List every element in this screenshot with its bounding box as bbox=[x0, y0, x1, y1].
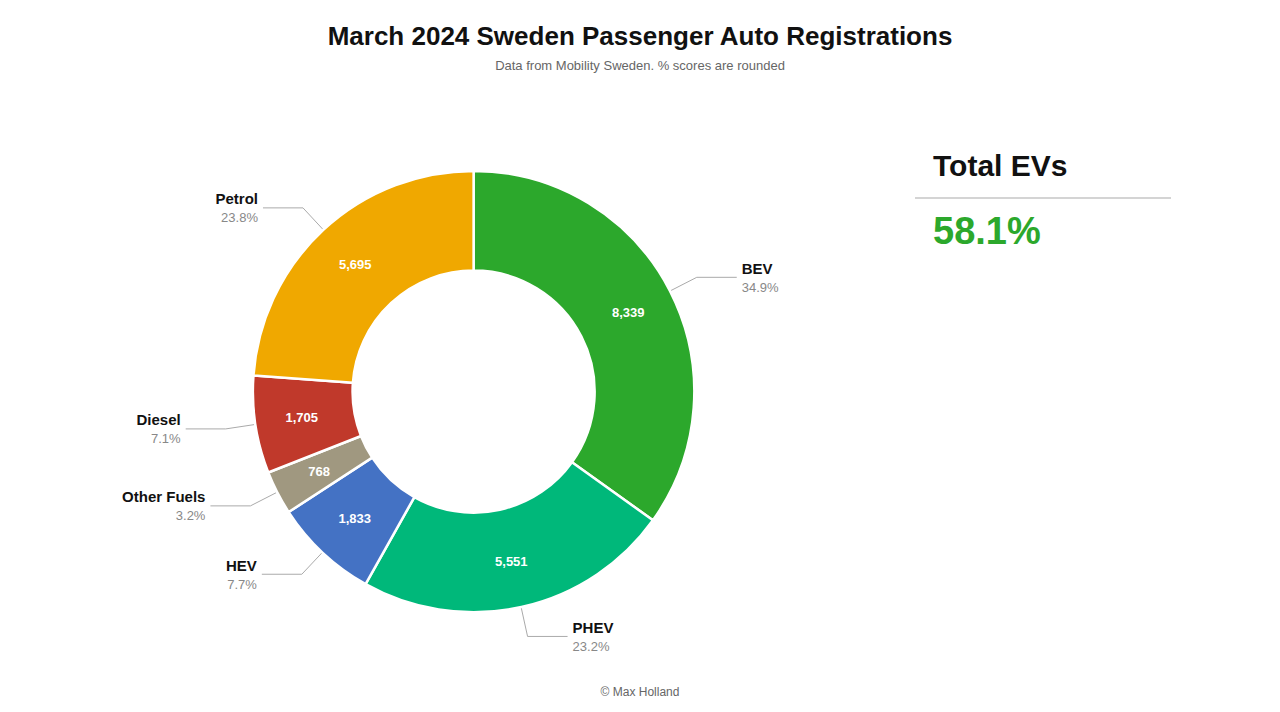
svg-text:Diesel: Diesel bbox=[136, 411, 180, 428]
svg-text:3.2%: 3.2% bbox=[176, 508, 206, 523]
svg-text:HEV: HEV bbox=[226, 557, 257, 574]
svg-text:7.1%: 7.1% bbox=[151, 431, 181, 446]
svg-text:58.1%: 58.1% bbox=[933, 210, 1041, 252]
svg-text:PHEV: PHEV bbox=[573, 619, 614, 636]
svg-text:34.9%: 34.9% bbox=[742, 280, 779, 295]
svg-text:5,695: 5,695 bbox=[339, 257, 372, 272]
svg-text:8,339: 8,339 bbox=[612, 305, 645, 320]
svg-text:7.7%: 7.7% bbox=[227, 577, 257, 592]
svg-text:23.8%: 23.8% bbox=[221, 210, 258, 225]
svg-text:© Max Holland: © Max Holland bbox=[601, 685, 680, 699]
svg-text:1,833: 1,833 bbox=[338, 511, 371, 526]
svg-text:BEV: BEV bbox=[742, 260, 773, 277]
svg-text:Total EVs: Total EVs bbox=[933, 149, 1067, 182]
svg-text:1,705: 1,705 bbox=[285, 410, 318, 425]
svg-text:768: 768 bbox=[308, 464, 330, 479]
svg-text:Petrol: Petrol bbox=[215, 190, 258, 207]
svg-text:Other Fuels: Other Fuels bbox=[122, 488, 205, 505]
svg-text:5,551: 5,551 bbox=[495, 554, 528, 569]
svg-text:23.2%: 23.2% bbox=[573, 639, 610, 654]
svg-text:March 2024 Sweden Passenger Au: March 2024 Sweden Passenger Auto Registr… bbox=[328, 21, 953, 51]
svg-text:Data from Mobility Sweden. % s: Data from Mobility Sweden. % scores are … bbox=[495, 58, 785, 73]
